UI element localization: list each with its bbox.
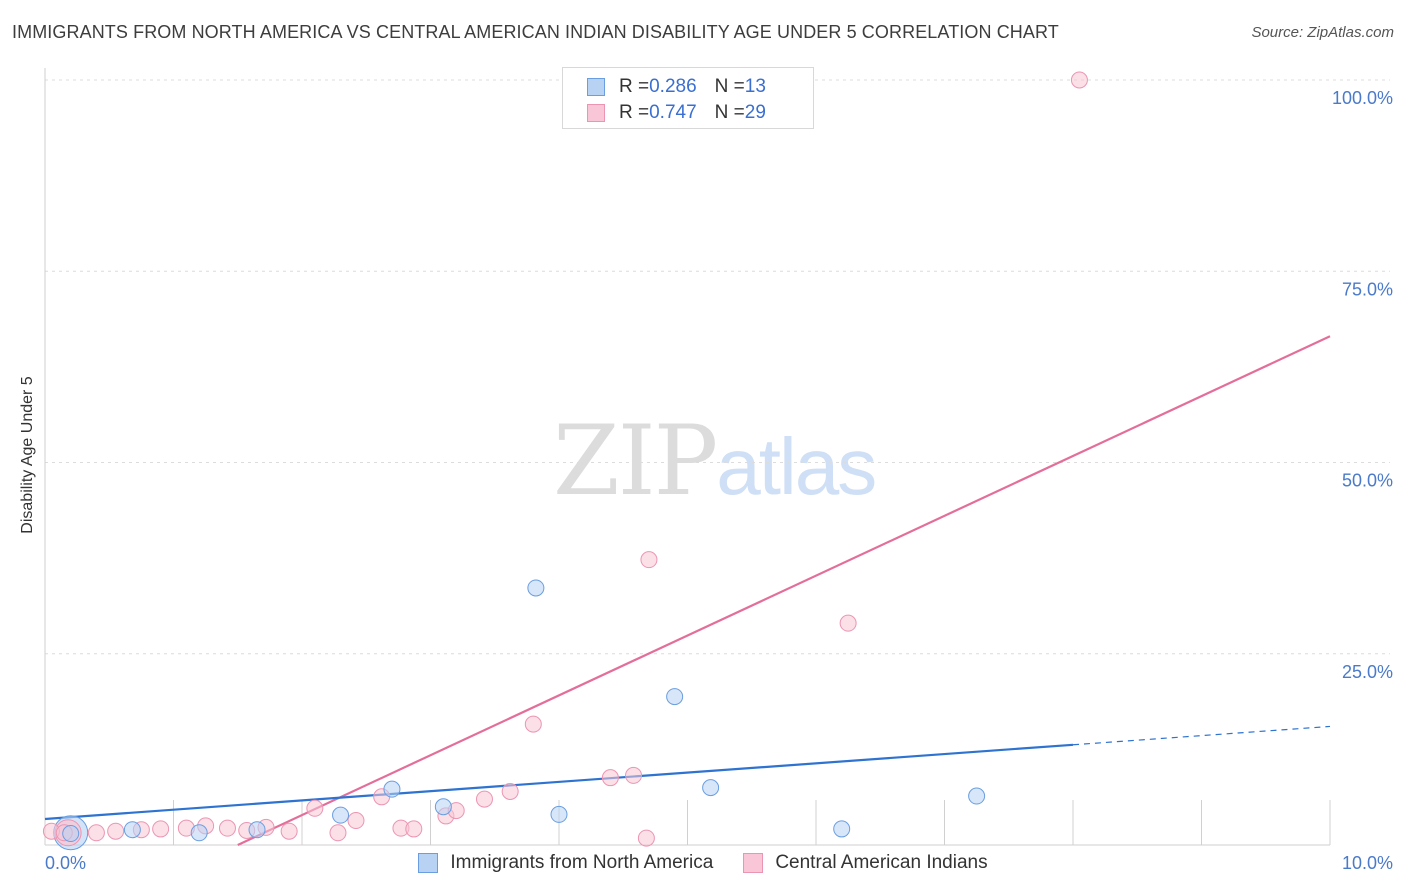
data-point-central-american-indians [1070,71,1088,89]
watermark: ZIPatlas [553,405,877,517]
y-tick-label: 25.0% [1342,662,1393,682]
trend-line-central-american-indians [237,335,1331,846]
data-point-central-american-indians [329,824,347,842]
data-point-central-american-indians [280,822,298,840]
data-point-north-america [833,820,851,838]
trend-line-north-america [44,743,1074,821]
data-point-central-american-indians [152,820,170,838]
bottom-legend: Immigrants from North America Central Am… [0,852,1406,874]
data-point-central-american-indians [839,614,857,632]
legend-row-series2: R = 0.747 N = 29 [587,101,766,125]
legend-n-label: N = [714,102,745,123]
data-point-north-america [190,824,208,842]
y-tick-label: 100.0% [1332,88,1393,108]
data-point-north-america [702,779,720,797]
legend-r-label: R = [619,102,650,123]
grid-layer [44,68,1390,846]
legend-n-label: N = [714,76,745,97]
legend-n-value: 29 [744,102,766,123]
data-point-north-america [62,825,80,843]
data-point-north-america [968,787,986,805]
trend-layer [44,335,1331,846]
data-point-central-american-indians [405,820,423,838]
bottom-legend-item-north-america: Immigrants from North America [418,852,713,874]
data-point-north-america [123,821,141,839]
data-point-central-american-indians [347,812,365,830]
source-label: Source: ZipAtlas.com [1251,24,1394,41]
data-point-north-america [248,821,266,839]
bottom-legend-label: Central American Indians [775,852,988,873]
data-point-north-america [434,798,452,816]
y-tick-label: 75.0% [1342,279,1393,299]
data-point-central-american-indians [306,799,324,817]
data-point-central-american-indians [640,551,658,569]
legend-r-value: 0.286 [649,76,697,97]
watermark-zip: ZIP [553,405,718,517]
data-point-central-american-indians [475,790,493,808]
x-tick-label: 10.0% [1342,853,1393,873]
legend: R = 0.286 N = 13 R = 0.747 N = 29 [562,67,814,129]
data-point-north-america [550,805,568,823]
data-point-central-american-indians [107,822,125,840]
y-tick-label: 50.0% [1342,471,1393,491]
data-point-central-american-indians [218,819,236,837]
legend-swatch-blue [587,78,605,96]
legend-n-value: 13 [744,76,766,97]
bottom-legend-swatch-pink [743,853,764,873]
data-point-central-american-indians [637,829,655,847]
data-point-central-american-indians [524,715,542,733]
legend-swatch-pink [587,104,605,122]
bottom-legend-item-central-american-indians: Central American Indians [743,852,988,874]
tick-layer: 25.0% 50.0% 75.0% 100.0% 0.0% 10.0% [45,88,1393,873]
data-point-north-america [332,806,350,824]
trend-line-north-america-extension [1072,725,1331,746]
point-layer [42,71,1088,851]
data-point-north-america [527,579,545,597]
chart-title: IMMIGRANTS FROM NORTH AMERICA VS CENTRAL… [12,22,1059,42]
data-point-north-america [666,688,684,706]
x-tick-label: 0.0% [45,853,86,873]
data-point-central-american-indians [501,782,519,800]
watermark-atlas: atlas [716,422,877,511]
legend-r-label: R = [619,76,650,97]
data-point-north-america [383,780,401,798]
bottom-legend-label: Immigrants from North America [450,852,714,873]
data-point-central-american-indians [601,769,619,787]
legend-r-value: 0.747 [649,102,697,123]
data-point-central-american-indians [625,766,643,784]
data-point-central-american-indians [87,824,105,842]
bottom-legend-swatch-blue [418,853,439,873]
legend-row-series1: R = 0.286 N = 13 [587,75,766,99]
